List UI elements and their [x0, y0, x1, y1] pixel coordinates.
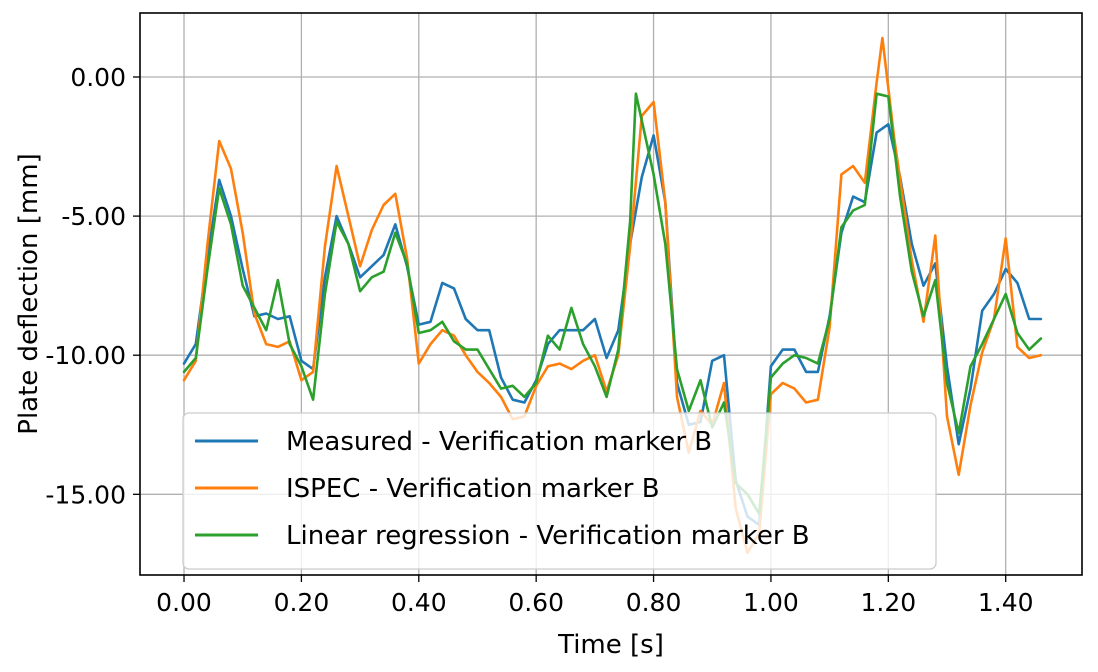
y-tick-label: -5.00: [61, 202, 126, 231]
legend-label-ispec: ISPEC - Verification marker B: [286, 474, 660, 504]
x-tick-label: 1.00: [743, 588, 799, 617]
y-tick-label: -10.00: [45, 341, 126, 370]
x-tick-label: 0.40: [391, 588, 447, 617]
y-tick-label: 0.00: [70, 63, 126, 92]
series-lines: [182, 36, 1043, 555]
x-axis-label: Time [s]: [557, 630, 664, 660]
legend-label-linear-regression: Linear regression - Verification marker …: [286, 521, 810, 551]
y-tick-label: -15.00: [45, 480, 126, 509]
x-tick-label: 1.40: [978, 588, 1034, 617]
y-axis-label: Plate deflection [mm]: [14, 153, 44, 434]
series-line-linear-regression: [182, 92, 1043, 516]
x-tick-label: 0.00: [156, 588, 212, 617]
legend-box: [182, 412, 937, 570]
legend: Measured - Verification marker B ISPEC -…: [182, 412, 937, 570]
x-tick-label: 0.80: [626, 588, 682, 617]
x-tick-label: 0.60: [508, 588, 564, 617]
axis-ticks: 0.00 0.20 0.40 0.60 0.80 1.00 1.20 1.40 0.00 -5.0…: [45, 63, 1033, 617]
x-tick-label: 0.20: [274, 588, 330, 617]
x-tick-label: 1.20: [860, 588, 916, 617]
grid-lines: [140, 13, 1082, 575]
plot-frame: [139, 12, 1083, 576]
legend-label-measured: Measured - Verification marker B: [286, 427, 712, 457]
